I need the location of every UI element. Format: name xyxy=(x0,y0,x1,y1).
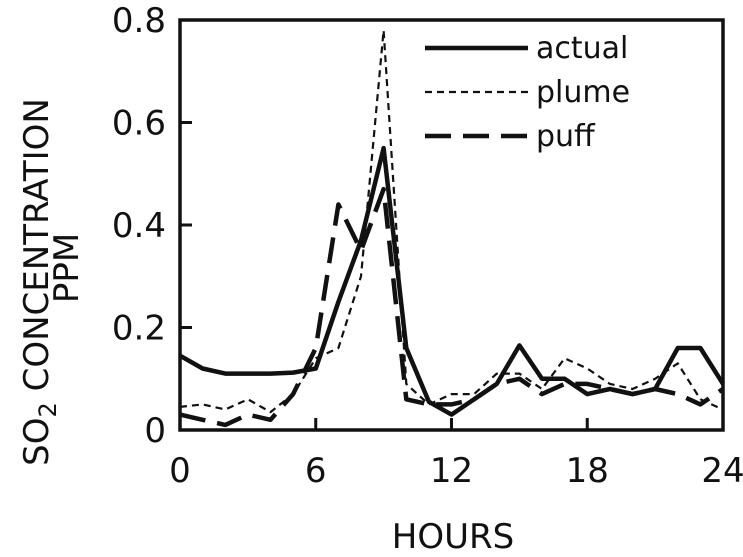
x-tick-label: 12 xyxy=(430,451,473,491)
y-axis-title-concentration: CONCENTRATION xyxy=(17,98,57,391)
series-line-actual xyxy=(178,145,725,417)
legend-label-actual: actual xyxy=(536,31,628,66)
y-axis-title-ppm: PPM xyxy=(47,233,87,303)
y-axis-title-spacer xyxy=(17,391,57,402)
y-axis-title-subscript: 2 xyxy=(34,402,62,417)
plot-border xyxy=(178,18,725,432)
svg-text:SO2 CONCENTRATION: SO2 CONCENTRATION xyxy=(17,98,62,466)
x-tick-label: 6 xyxy=(305,451,327,491)
y-tick-label: 0.2 xyxy=(112,309,166,349)
legend: actual plume puff xyxy=(425,31,630,154)
series-line-plume xyxy=(179,29,724,414)
y-axis-title: SO2 CONCENTRATION PPM xyxy=(17,98,87,466)
x-tick-label: 0 xyxy=(169,451,191,491)
series-line-puff xyxy=(179,186,725,428)
y-axis-title-so: SO xyxy=(17,417,57,465)
y-axis-ticks: 0 0.2 0.4 0.6 0.8 xyxy=(112,1,192,451)
y-tick-label: 0.6 xyxy=(112,104,166,144)
y-tick-label: 0.8 xyxy=(112,1,166,41)
plot-frame xyxy=(178,18,725,432)
x-tick-label: 24 xyxy=(701,451,743,491)
x-axis-ticks: 0 6 12 18 24 xyxy=(169,418,743,491)
y-tick-label: 0 xyxy=(144,411,166,451)
x-tick-label: 18 xyxy=(566,451,609,491)
y-tick-label: 0.4 xyxy=(112,206,166,246)
x-axis-title: HOURS xyxy=(392,517,514,557)
legend-label-plume: plume xyxy=(536,75,630,110)
series-layer xyxy=(178,29,725,428)
legend-label-puff: puff xyxy=(536,119,596,154)
